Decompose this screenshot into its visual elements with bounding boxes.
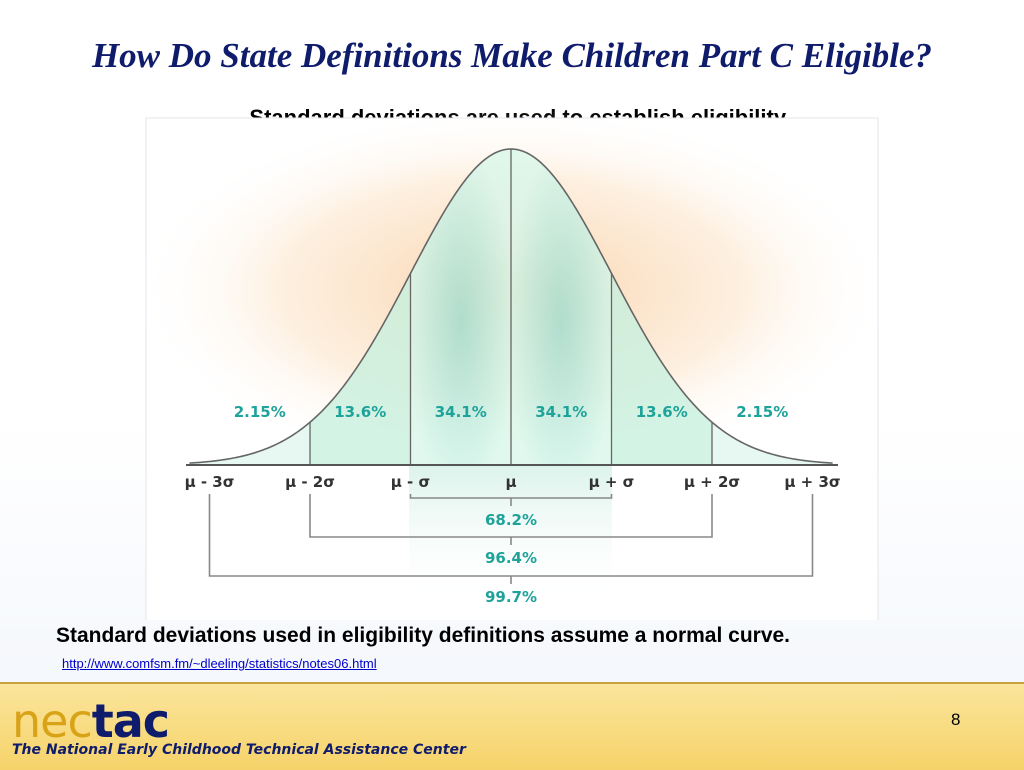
logo-part-nec: nec — [12, 694, 93, 748]
axis-label: μ — [505, 473, 516, 491]
segment-label-4: 34.1% — [535, 403, 587, 421]
axis-label: μ + 3σ — [784, 473, 840, 491]
logo-part-tac: tac — [91, 694, 170, 748]
bell-curve-line — [189, 148, 833, 464]
segment-area-6 — [712, 422, 833, 465]
segment-label-2: 13.6% — [334, 403, 386, 421]
axis-label: μ + σ — [589, 473, 635, 491]
segment-label-3: 34.1% — [435, 403, 487, 421]
source-link[interactable]: http://www.comfsm.fm/~dleeling/statistic… — [62, 656, 377, 671]
caption: Standard deviations used in eligibility … — [56, 624, 791, 647]
axis-label: μ - 3σ — [185, 473, 235, 491]
axis-label: μ - σ — [391, 473, 430, 491]
nectac-logo: nectac — [12, 698, 170, 744]
normal-curve-diagram: 2.15% 13.6% 34.1% 34.1% 13.6% 2.15% μ - 3σ μ -… — [132, 105, 892, 620]
slide-title: How Do State Definitions Make Children P… — [91, 36, 933, 75]
footer: nectac The National Early Childhood Tech… — [0, 682, 1024, 770]
segment-label-1: 2.15% — [234, 403, 286, 421]
bracket-label: 99.7% — [485, 588, 537, 606]
axis-label: μ + 2σ — [684, 473, 740, 491]
segment-label-5: 13.6% — [636, 403, 688, 421]
segment-area-1 — [189, 422, 310, 465]
axis-label: μ - 2σ — [285, 473, 335, 491]
organization-name: The National Early Childhood Technical A… — [12, 742, 466, 758]
bracket-label: 96.4% — [485, 549, 537, 567]
segment-label-6: 2.15% — [736, 403, 788, 421]
bracket-label: 68.2% — [485, 511, 537, 529]
page-number: 8 — [951, 710, 961, 729]
